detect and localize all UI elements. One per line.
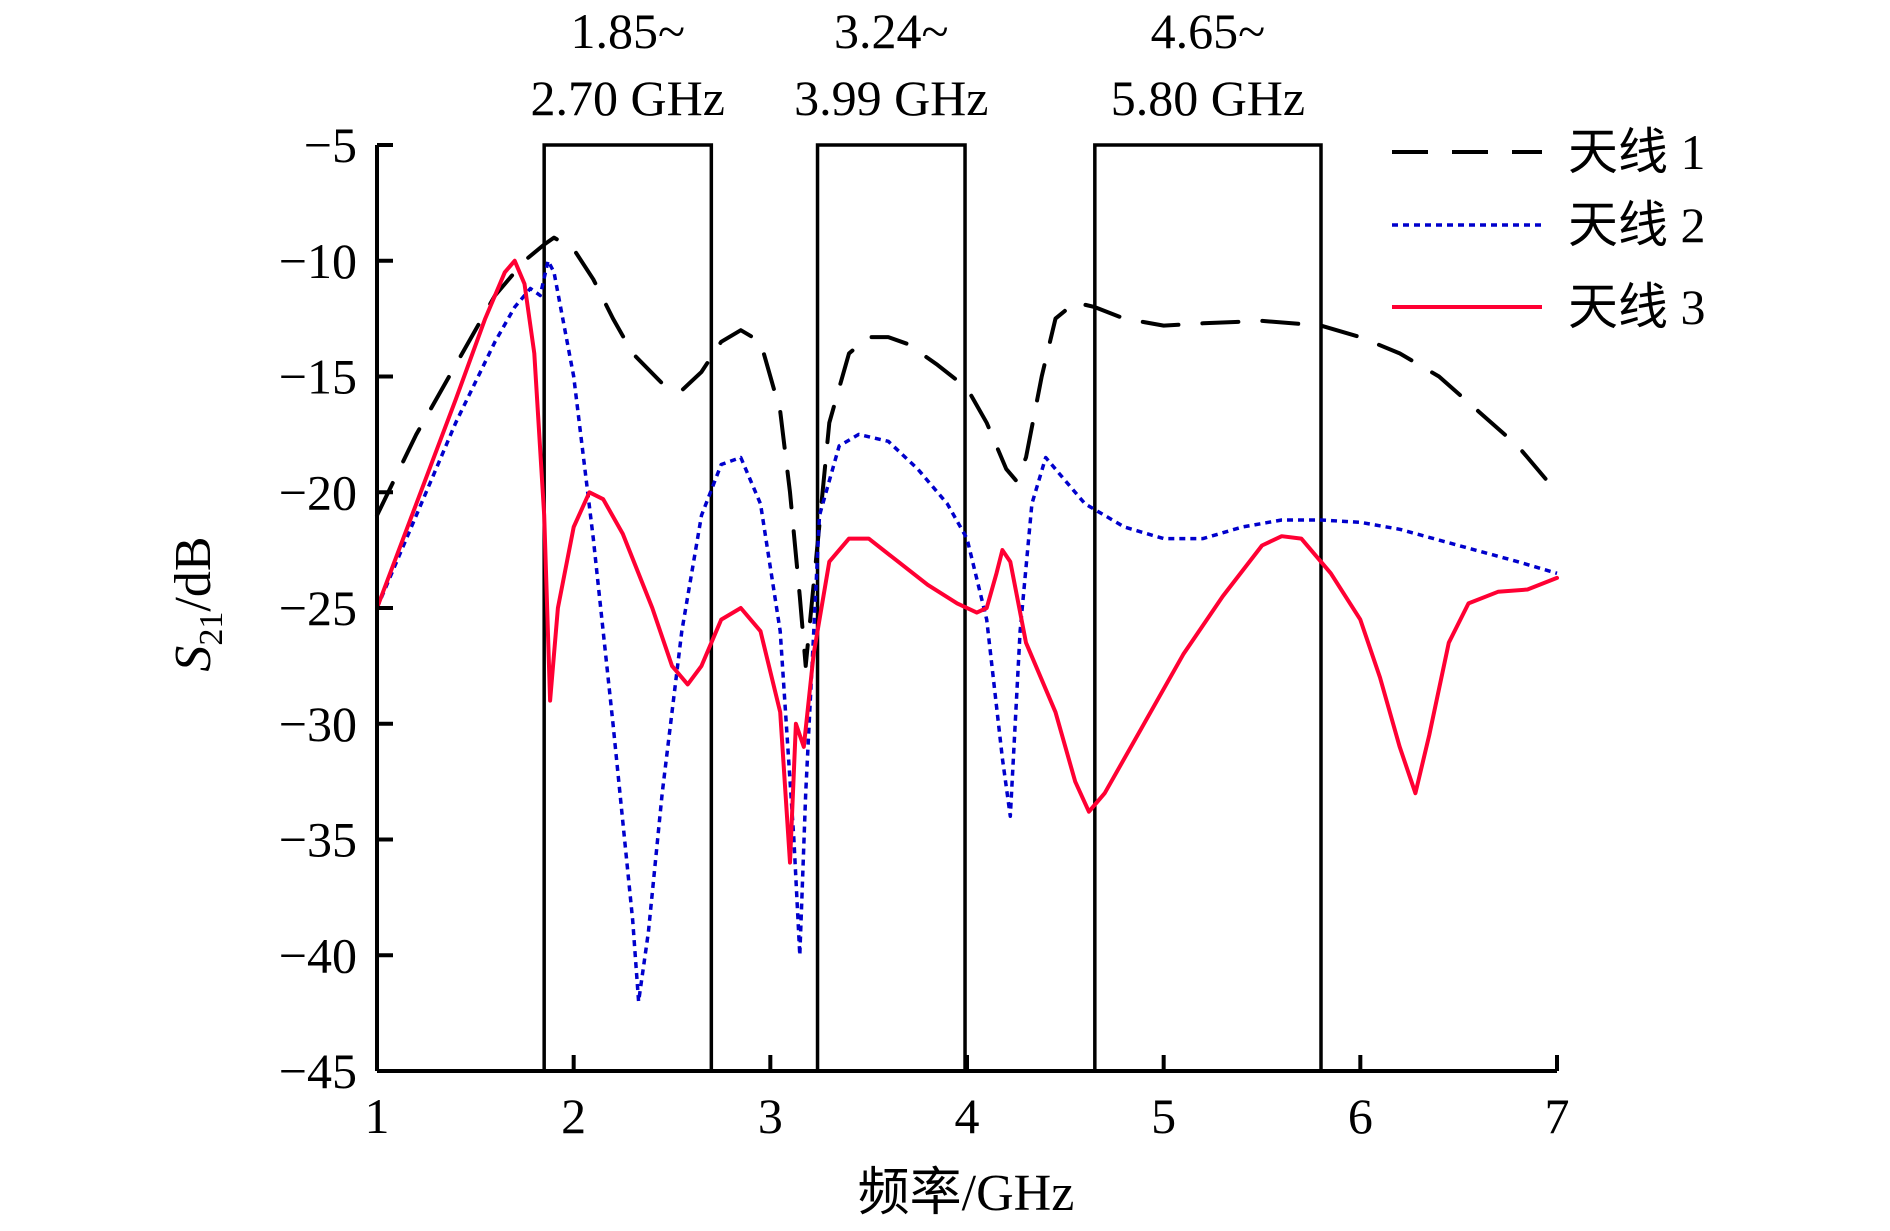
x-tick-label: 1 bbox=[365, 1088, 390, 1144]
y-tick-label: −25 bbox=[279, 580, 357, 636]
x-tick-label: 3 bbox=[758, 1088, 783, 1144]
series-line-3 bbox=[375, 258, 1559, 865]
x-tick-label: 5 bbox=[1151, 1088, 1176, 1144]
band-label-2-start: 3.24~ bbox=[834, 3, 949, 59]
axes: −5 −10 −15 −20 −25 −30 −35 −40 −451 2 3 4 5 6 7 bbox=[279, 117, 1570, 1144]
band-rect-1 bbox=[542, 143, 714, 1073]
x-tick-label: 7 bbox=[1545, 1088, 1570, 1144]
legend-label-2: 天线 2 bbox=[1568, 197, 1706, 253]
x-tick-label: 2 bbox=[561, 1088, 586, 1144]
y-tick-label: −40 bbox=[279, 927, 357, 983]
y-axis-label-rest: /dB bbox=[165, 536, 222, 611]
band-label-1-end: 2.70 GHz bbox=[531, 70, 725, 126]
band-rect-3 bbox=[1093, 143, 1323, 1073]
band-label-3-start: 4.65~ bbox=[1151, 3, 1266, 59]
y-tick-label: −30 bbox=[279, 696, 357, 752]
band-label-2-end: 3.99 GHz bbox=[794, 70, 988, 126]
band-label-1-start: 1.85~ bbox=[570, 3, 685, 59]
y-tick-label: −20 bbox=[279, 464, 357, 520]
series-line-2 bbox=[375, 259, 1558, 1004]
series-lines bbox=[375, 235, 1559, 1004]
y-axis-label-main: S bbox=[165, 646, 222, 672]
y-tick-label: −45 bbox=[279, 1043, 357, 1099]
y-tick-label: −10 bbox=[279, 233, 357, 289]
legend-label-1: 天线 1 bbox=[1568, 124, 1706, 180]
y-tick-label: −5 bbox=[304, 117, 357, 173]
band-label-3-end: 5.80 GHz bbox=[1111, 70, 1305, 126]
frequency-bands: 1.85~ 2.70 GHz 3.24~ 3.99 GHz 4.65~ 5.80 GHz bbox=[531, 3, 1323, 1073]
y-axis-label-sub: 21 bbox=[193, 612, 230, 646]
x-tick-label: 4 bbox=[955, 1088, 980, 1144]
legend: 天线 1 天线 2 天线 3 bbox=[1392, 124, 1706, 335]
band-rect-2 bbox=[815, 143, 967, 1073]
y-axis-label: S21/dB bbox=[165, 536, 230, 671]
y-tick-label: −35 bbox=[279, 812, 357, 868]
x-axis-label: 频率/GHz bbox=[858, 1165, 1075, 1222]
legend-label-3: 天线 3 bbox=[1568, 279, 1706, 335]
x-tick-label: 6 bbox=[1348, 1088, 1373, 1144]
y-tick-label: −15 bbox=[279, 349, 357, 405]
series-line-1 bbox=[375, 235, 1559, 668]
